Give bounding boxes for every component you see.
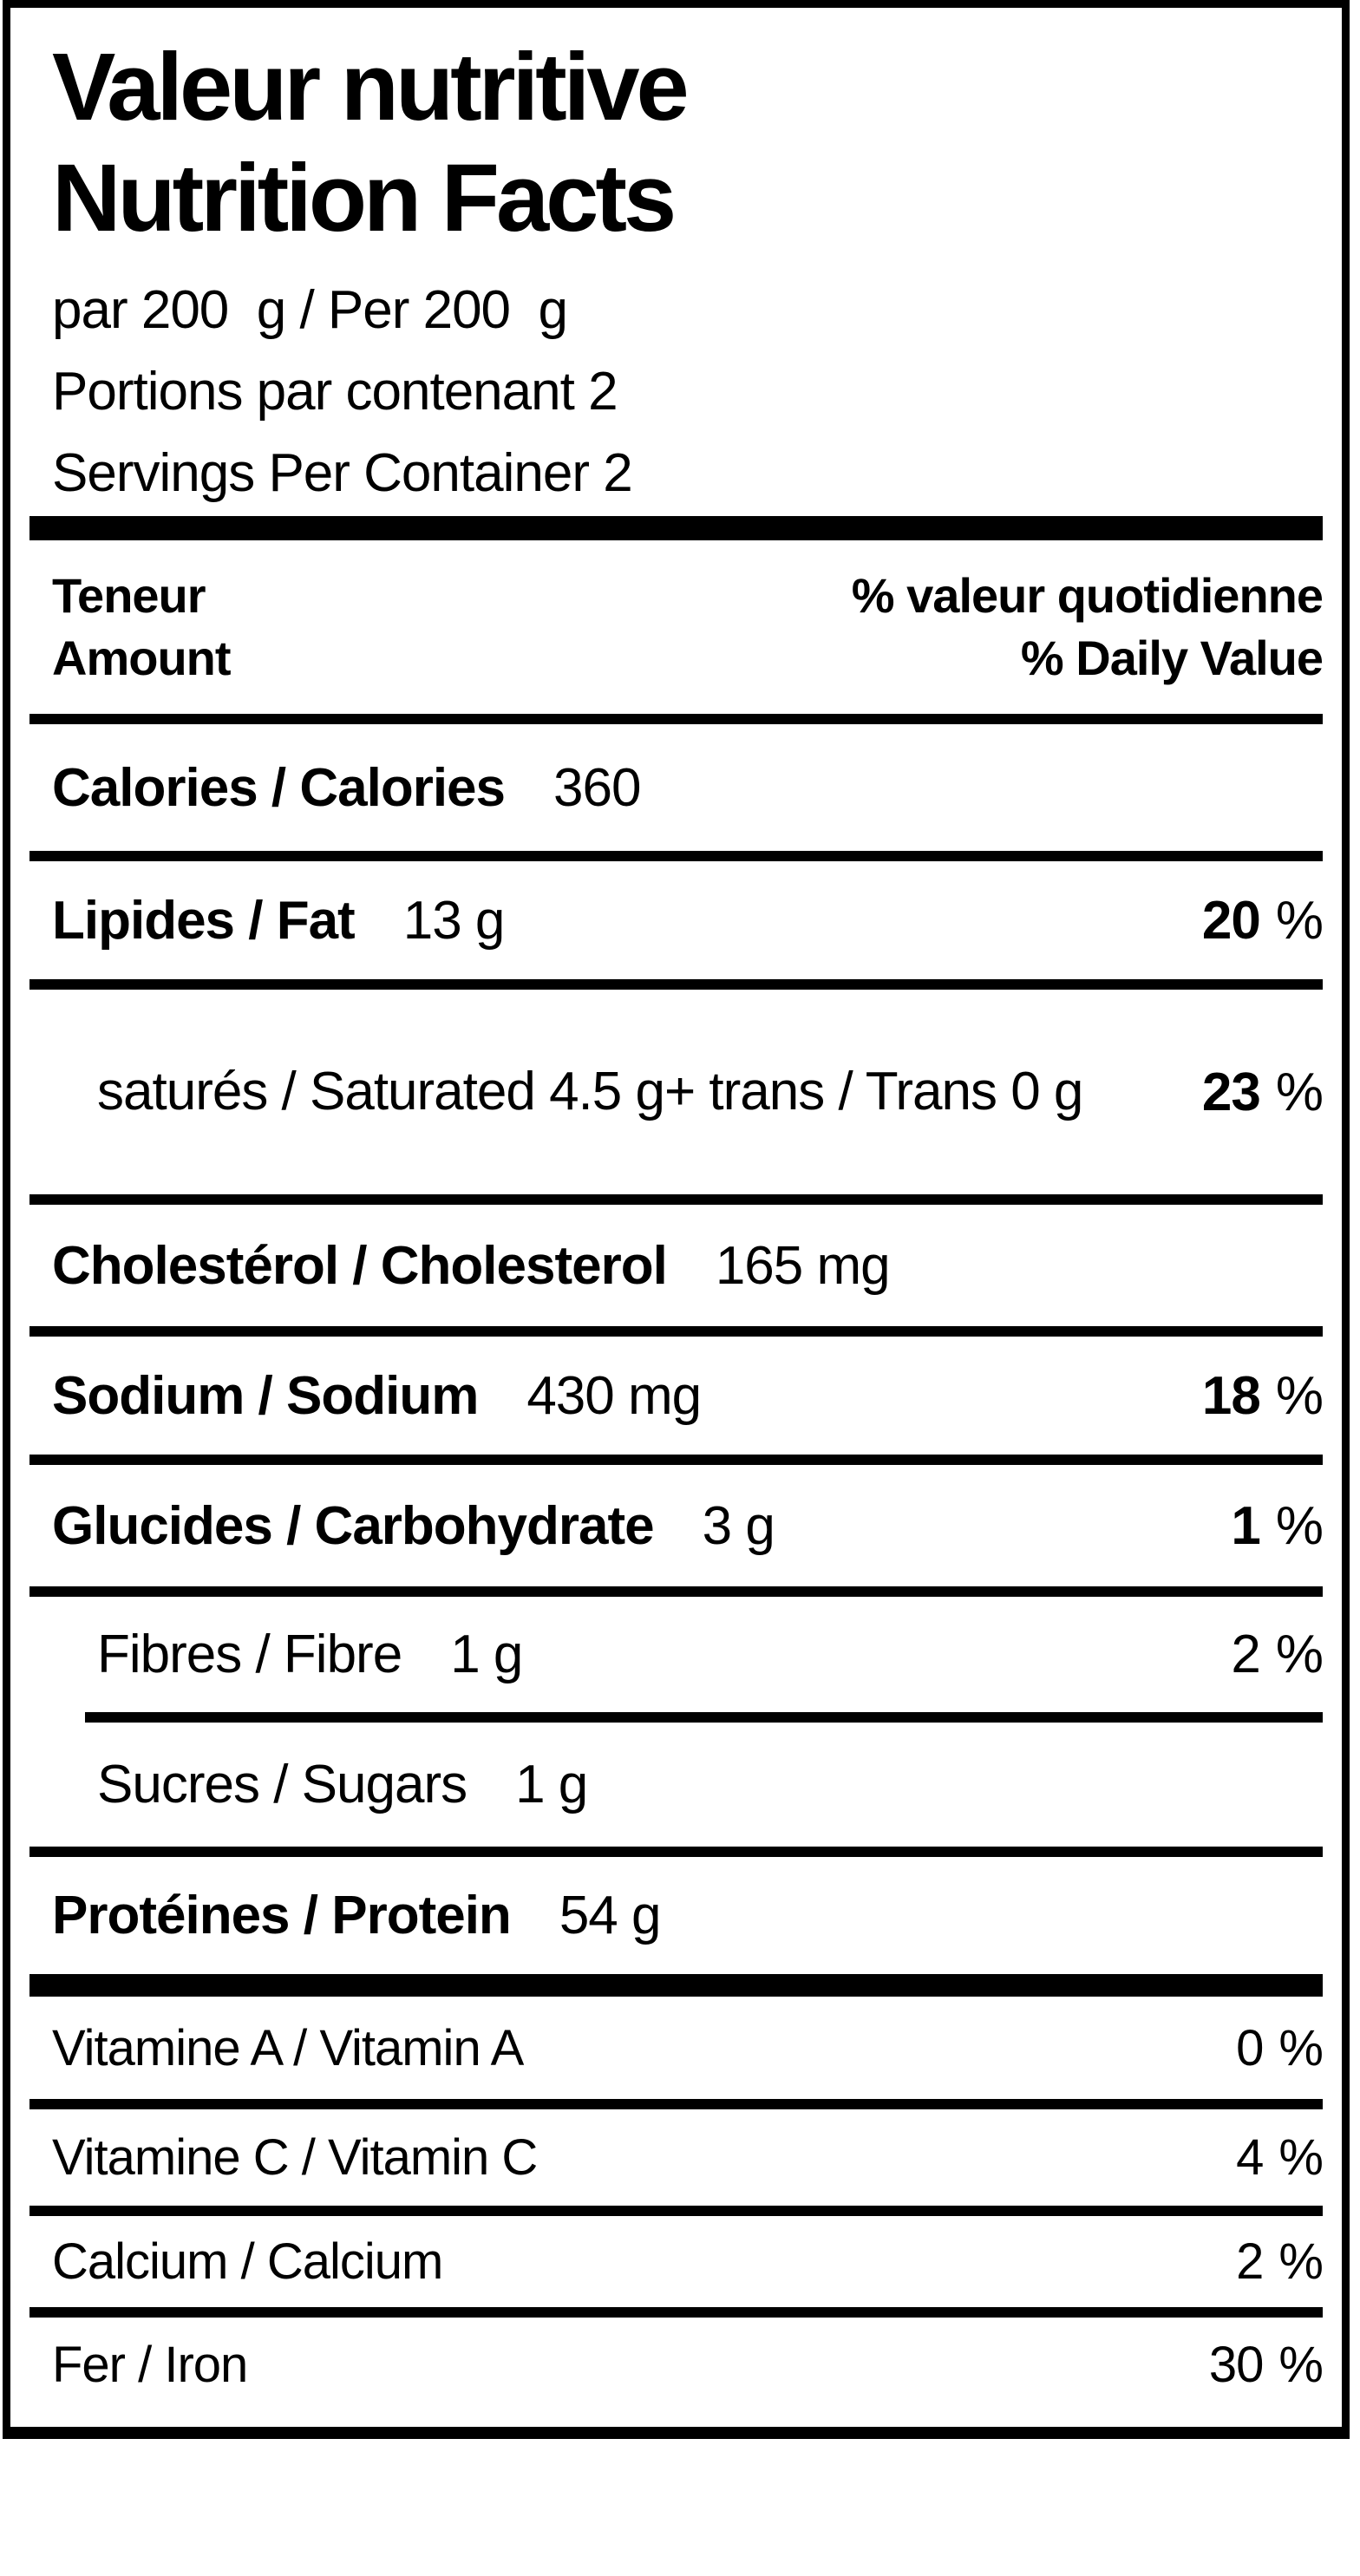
sodium-value: 430 mg: [526, 1365, 702, 1426]
percent-sign: %: [1275, 1365, 1324, 1426]
protein-value: 54 g: [559, 1886, 662, 1945]
servings-per-container-fr: Portions par contenant 2: [52, 362, 618, 422]
servings-per-container-en: Servings Per Container 2: [52, 443, 633, 503]
column-header-row: Teneur Amount % valeur quotidienne % Dai…: [29, 540, 1324, 714]
divider: [29, 2099, 1323, 2109]
divider: [29, 1586, 1323, 1597]
vitamin-a-label: Vitamine A / Vitamin A: [52, 2019, 524, 2076]
vitamin-c-label: Vitamine C / Vitamin C: [52, 2129, 538, 2186]
row-protein: Protéines / Protein 54 g: [29, 1857, 1323, 1974]
row-fibre: Fibres / Fibre 1 g 2 %: [29, 1597, 1324, 1712]
divider: [29, 1326, 1323, 1337]
trans-fat-label: + trans / Trans 0 g: [664, 1062, 1083, 1121]
carbohydrate-daily-value: 1 %: [1231, 1495, 1324, 1556]
amount-header: Teneur Amount: [52, 565, 232, 690]
row-fat: Lipides / Fat 13 g 20 %: [29, 861, 1324, 979]
separator-thick-vitamins: [29, 1974, 1323, 1997]
cholesterol-label: Cholestérol / Cholesterol: [52, 1235, 668, 1296]
fibre-label: Fibres / Fibre: [97, 1625, 402, 1684]
title-english: Nutrition Facts: [52, 145, 677, 252]
fat-label: Lipides / Fat: [52, 890, 356, 951]
carbohydrate-label: Glucides / Carbohydrate: [52, 1495, 655, 1556]
iron-label: Fer / Iron: [52, 2336, 248, 2393]
sugars-value: 1 g: [515, 1755, 588, 1814]
row-cholesterol: Cholestérol / Cholesterol 165 mg: [29, 1205, 1323, 1326]
serving-size-line: par 200 g / Per 200 g: [52, 280, 568, 340]
divider: [29, 851, 1323, 861]
sodium-daily-value: 18 %: [1201, 1365, 1324, 1426]
separator-thick-top: [29, 516, 1323, 540]
row-saturated-trans-fat: saturés / Saturated 4.5 g + trans / Tran…: [29, 990, 1324, 1194]
divider: [29, 2206, 1323, 2216]
sodium-label: Sodium / Sodium: [52, 1365, 479, 1426]
row-sodium: Sodium / Sodium 430 mg 18 %: [29, 1337, 1324, 1455]
iron-daily-value: 30 %: [1208, 2336, 1324, 2393]
percent-sign: %: [1275, 1495, 1324, 1556]
sugars-label: Sucres / Sugars: [97, 1755, 468, 1814]
fibre-daily-value: 2 %: [1231, 1625, 1324, 1684]
divider: [29, 1455, 1323, 1465]
row-iron: Fer / Iron 30 %: [29, 2318, 1324, 2411]
saturated-trans-daily-value: 23 %: [1201, 1062, 1324, 1122]
carbohydrate-value: 3 g: [702, 1495, 775, 1556]
calories-label: Calories / Calories: [52, 757, 506, 818]
nutrition-facts-label: Valeur nutritive Nutrition Facts par 200…: [3, 0, 1350, 2439]
saturated-fat-label: saturés / Saturated 4.5 g: [97, 1062, 665, 1121]
divider-indented: [85, 1712, 1323, 1723]
vitamin-a-daily-value: 0 %: [1236, 2019, 1324, 2076]
percent-sign: %: [1275, 1062, 1324, 1122]
percent-sign: %: [1278, 2336, 1324, 2393]
divider: [29, 1194, 1323, 1205]
divider: [29, 2307, 1323, 2318]
daily-value-header-fr: % valeur quotidienne: [851, 568, 1324, 623]
vitamin-c-daily-value: 4 %: [1236, 2129, 1324, 2186]
row-vitamin-c: Vitamine C / Vitamin C 4 %: [29, 2109, 1324, 2206]
calcium-label: Calcium / Calcium: [52, 2233, 443, 2290]
title-french: Valeur nutritive: [52, 34, 690, 141]
divider: [29, 714, 1323, 724]
divider: [29, 1847, 1323, 1857]
fat-value: 13 g: [402, 890, 506, 951]
divider: [29, 979, 1323, 990]
calories-value: 360: [553, 757, 641, 818]
row-calcium: Calcium / Calcium 2 %: [29, 2216, 1324, 2307]
daily-value-header: % valeur quotidienne % Daily Value: [851, 565, 1324, 690]
amount-header-fr: Teneur: [52, 568, 206, 623]
protein-label: Protéines / Protein: [52, 1886, 512, 1945]
percent-sign: %: [1275, 1625, 1324, 1684]
percent-sign: %: [1278, 2129, 1324, 2186]
amount-header-en: Amount: [52, 631, 232, 685]
row-calories: Calories / Calories 360: [29, 724, 1323, 851]
row-vitamin-a: Vitamine A / Vitamin A 0 %: [29, 1997, 1324, 2099]
row-carbohydrate: Glucides / Carbohydrate 3 g 1 %: [29, 1465, 1324, 1586]
percent-sign: %: [1278, 2019, 1324, 2076]
fibre-value: 1 g: [450, 1625, 523, 1684]
row-sugars: Sucres / Sugars 1 g: [29, 1723, 1323, 1847]
percent-sign: %: [1275, 890, 1324, 951]
fat-daily-value: 20 %: [1201, 890, 1324, 951]
calcium-daily-value: 2 %: [1236, 2233, 1324, 2290]
daily-value-header-en: % Daily Value: [1020, 631, 1324, 685]
percent-sign: %: [1278, 2233, 1324, 2290]
cholesterol-value: 165 mg: [715, 1235, 891, 1296]
